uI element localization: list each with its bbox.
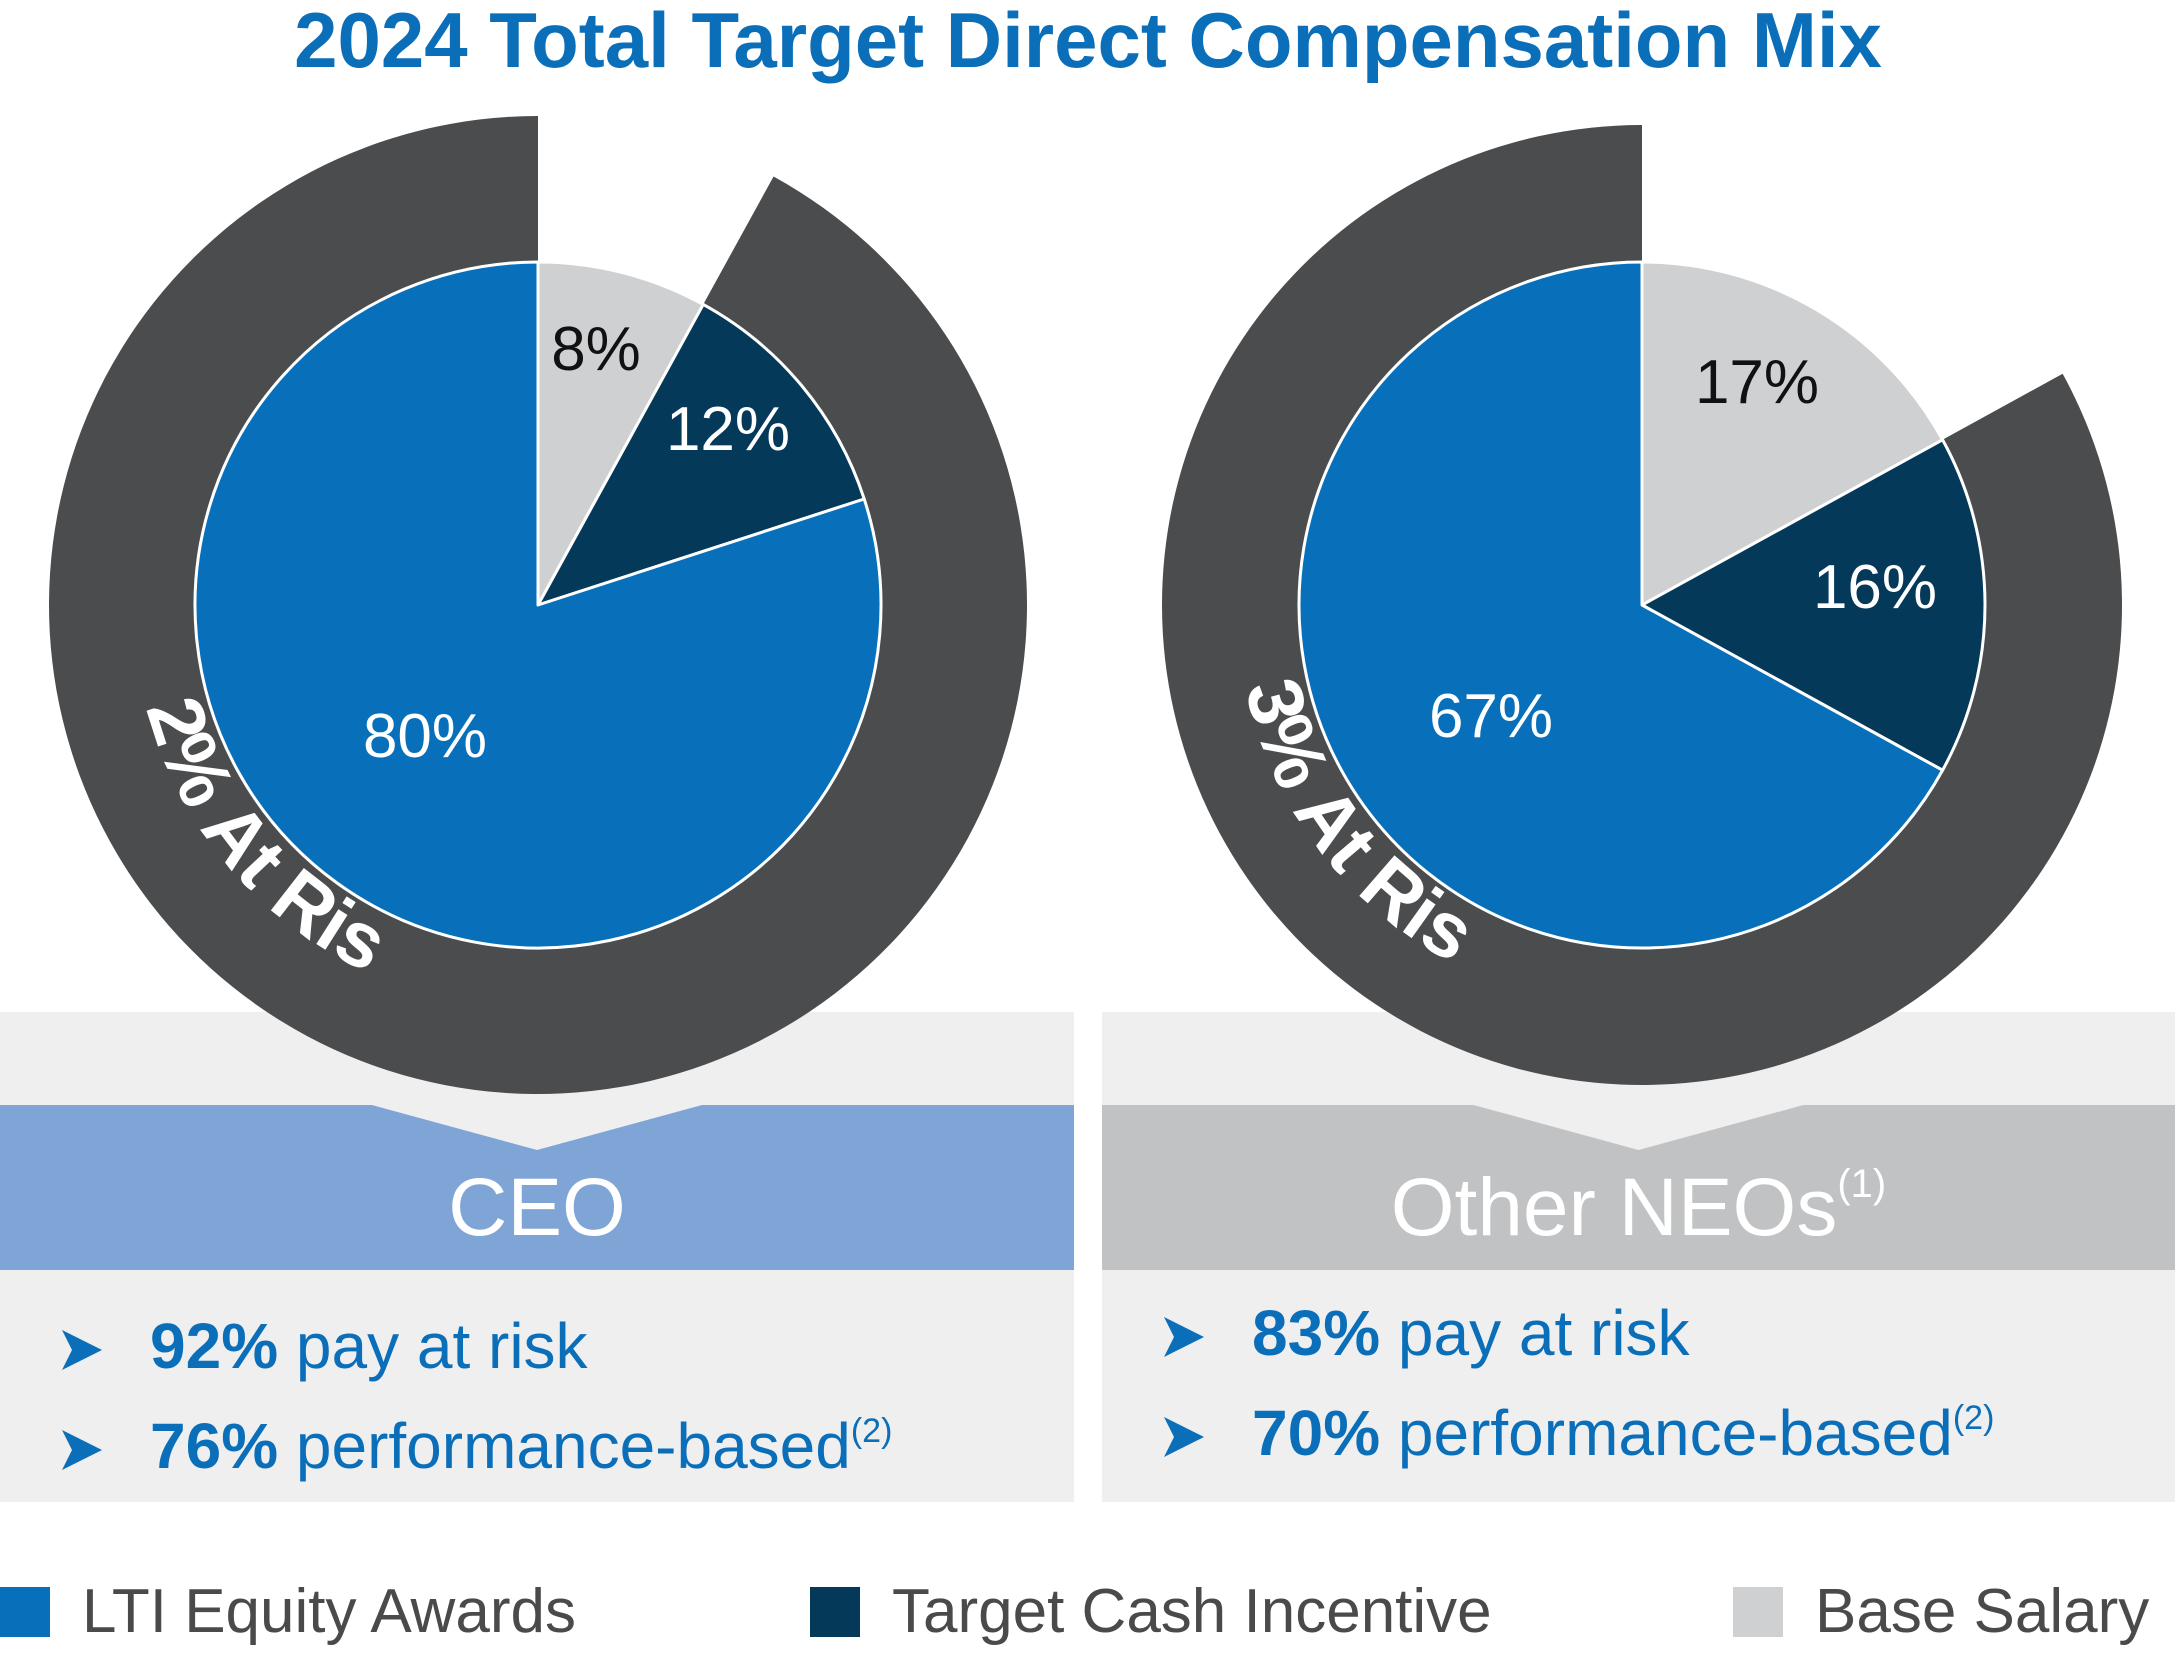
bullet-description: pay at risk xyxy=(278,1310,588,1382)
legend-swatch xyxy=(1733,1587,1783,1637)
legend-swatch xyxy=(810,1587,860,1637)
slice-label: 12% xyxy=(666,395,790,464)
bullet-text: 92% pay at risk xyxy=(150,1310,589,1382)
other-neos-role-band xyxy=(1102,1105,2175,1270)
slice-label: 8% xyxy=(551,315,641,384)
slice-label: 17% xyxy=(1695,348,1819,417)
legend-item: LTI Equity Awards xyxy=(0,1577,576,1646)
legend-item: Target Cash Incentive xyxy=(810,1577,1492,1646)
legend-item: Base Salary xyxy=(1733,1577,2149,1646)
bullet-footnote: (2) xyxy=(851,1412,893,1450)
bullet-value: 76% xyxy=(150,1410,278,1482)
slice-lti-equity-awards xyxy=(1297,260,1945,950)
role-footnote: (1) xyxy=(1837,1162,1886,1206)
slice-target-cash-incentive xyxy=(1640,438,1987,772)
bullet-item: 83% pay at risk xyxy=(1164,1297,1691,1369)
ceo-pie: 8%12%80%92% At Risk xyxy=(0,0,1028,1094)
chart-title: 2024 Total Target Direct Compensation Mi… xyxy=(294,0,1882,84)
bullet-description: performance-based xyxy=(1380,1397,1953,1469)
slice-label: 67% xyxy=(1429,682,1553,751)
bullet-item: 76% performance-based(2) xyxy=(62,1410,892,1482)
arrow-bullet-icon xyxy=(62,1430,102,1470)
bullet-description: performance-based xyxy=(278,1410,851,1482)
slice-lti-equity-awards xyxy=(193,260,883,950)
bullet-text: 83% pay at risk xyxy=(1252,1297,1691,1369)
bullet-value: 83% xyxy=(1252,1297,1380,1369)
bullet-footnote: (2) xyxy=(1953,1399,1995,1437)
slice-base-salary xyxy=(536,260,705,607)
bullet-description: pay at risk xyxy=(1380,1297,1690,1369)
slice-target-cash-incentive xyxy=(536,302,866,607)
ceo-role-label: CEO xyxy=(448,1162,626,1253)
bullet-value: 92% xyxy=(150,1310,278,1382)
legend-label: Base Salary xyxy=(1815,1577,2149,1646)
slice-label: 16% xyxy=(1813,553,1937,622)
arrow-bullet-icon xyxy=(1164,1317,1204,1357)
arrow-bullet-icon xyxy=(62,1330,102,1370)
bullet-item: 70% performance-based(2) xyxy=(1164,1397,1994,1469)
legend-swatch xyxy=(0,1587,50,1637)
legend-label: LTI Equity Awards xyxy=(82,1577,576,1646)
role-name: CEO xyxy=(448,1162,626,1253)
bullet-value: 70% xyxy=(1252,1397,1380,1469)
bullet-text: 70% performance-based(2) xyxy=(1252,1397,1994,1469)
legend-label: Target Cash Incentive xyxy=(892,1577,1492,1646)
ceo-role-band xyxy=(0,1105,1074,1270)
bullet-item: 92% pay at risk xyxy=(62,1310,589,1382)
slice-label: 80% xyxy=(363,702,487,771)
slice-base-salary xyxy=(1640,260,1945,607)
role-name: Other NEOs xyxy=(1391,1162,1838,1253)
arrow-bullet-icon xyxy=(1164,1417,1204,1457)
bullet-text: 76% performance-based(2) xyxy=(150,1410,892,1482)
other-neos-role-label: Other NEOs(1) xyxy=(1391,1162,1886,1253)
